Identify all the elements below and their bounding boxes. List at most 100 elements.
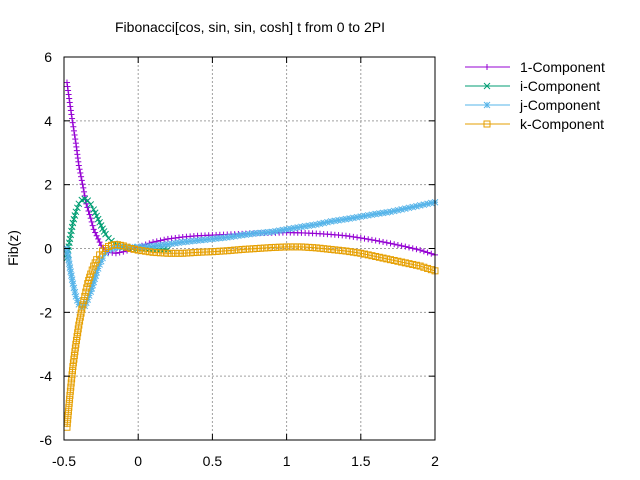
data-point	[376, 238, 383, 245]
data-point	[186, 249, 194, 257]
data-point	[372, 237, 379, 244]
data-point	[93, 232, 100, 239]
data-point	[231, 246, 239, 254]
data-point	[92, 229, 99, 236]
x-tick-label: 1	[283, 453, 291, 469]
data-point	[93, 269, 101, 276]
data-point	[234, 246, 242, 254]
data-point	[390, 256, 398, 264]
data-point	[271, 243, 279, 251]
data-point	[70, 127, 77, 134]
series-line	[66, 244, 436, 428]
data-point	[305, 243, 313, 251]
data-point	[161, 236, 168, 243]
data-point	[335, 246, 343, 254]
data-point	[197, 248, 205, 256]
data-point	[70, 123, 77, 130]
data-point	[409, 260, 417, 268]
data-point	[383, 239, 390, 246]
data-point	[67, 383, 75, 391]
data-point	[327, 218, 335, 225]
x-tick-label: 2	[431, 453, 439, 469]
data-point	[227, 246, 235, 254]
data-point	[71, 344, 79, 352]
chart-title: Fibonacci[cos, sin, sin, cosh] t from 0 …	[115, 19, 385, 35]
legend-label: k-Component	[520, 116, 604, 132]
y-tick-label: 4	[44, 113, 52, 129]
data-point	[346, 233, 353, 240]
legend-label: 1-Component	[520, 59, 605, 75]
data-point	[361, 250, 369, 258]
data-point	[405, 260, 413, 268]
y-tick-label: -2	[40, 304, 53, 320]
data-point	[76, 166, 83, 173]
x-tick-label: 0	[134, 453, 142, 469]
legend-marker	[483, 101, 491, 109]
data-point	[424, 264, 432, 272]
data-point	[168, 249, 176, 257]
data-point	[67, 107, 74, 114]
data-point	[70, 351, 78, 359]
data-point	[70, 355, 78, 363]
legend-entry: 1-Component	[465, 59, 605, 75]
data-point	[85, 207, 92, 214]
data-point	[253, 245, 261, 252]
data-point	[283, 225, 290, 233]
data-point	[238, 245, 246, 253]
data-point	[86, 211, 93, 218]
data-point	[338, 247, 346, 255]
data-point	[67, 103, 74, 110]
y-tick-label: -6	[40, 432, 53, 448]
data-point	[134, 246, 142, 254]
data-point	[398, 258, 406, 266]
data-point	[142, 247, 150, 255]
data-point	[77, 309, 85, 317]
data-point	[342, 247, 350, 255]
data-point	[74, 325, 82, 333]
data-point	[361, 235, 368, 242]
y-axis-label: Fib(z)	[5, 230, 21, 266]
data-point	[301, 222, 309, 230]
data-point	[78, 173, 85, 180]
data-point	[383, 255, 391, 263]
data-point	[346, 248, 354, 256]
data-point	[89, 222, 96, 229]
data-point	[63, 79, 70, 86]
data-point	[71, 348, 79, 356]
data-point	[68, 272, 75, 279]
data-point	[164, 246, 172, 253]
data-point	[357, 249, 365, 257]
data-point	[260, 244, 268, 252]
data-point	[68, 111, 75, 118]
data-point	[79, 181, 86, 188]
data-point	[401, 259, 409, 267]
data-point	[65, 87, 72, 94]
data-point	[88, 218, 95, 225]
data-point	[72, 340, 80, 348]
data-point	[301, 243, 309, 251]
data-point	[402, 243, 409, 250]
data-point	[130, 245, 138, 253]
data-point	[286, 243, 294, 251]
data-point	[68, 227, 75, 235]
data-point	[65, 91, 72, 98]
data-point	[164, 249, 172, 257]
data-point	[416, 262, 424, 270]
data-point	[205, 248, 213, 256]
data-point	[64, 407, 72, 415]
data-point	[88, 266, 96, 274]
data-point	[401, 205, 409, 212]
data-point	[119, 242, 127, 250]
data-point	[80, 184, 87, 191]
data-point	[77, 169, 84, 176]
legend-marker	[483, 82, 491, 90]
data-point	[380, 238, 387, 245]
data-point	[68, 371, 76, 379]
data-point	[78, 177, 85, 184]
data-point	[424, 249, 431, 256]
data-point	[246, 245, 253, 253]
data-point	[268, 244, 276, 252]
data-point	[201, 248, 209, 256]
data-point	[96, 239, 103, 246]
